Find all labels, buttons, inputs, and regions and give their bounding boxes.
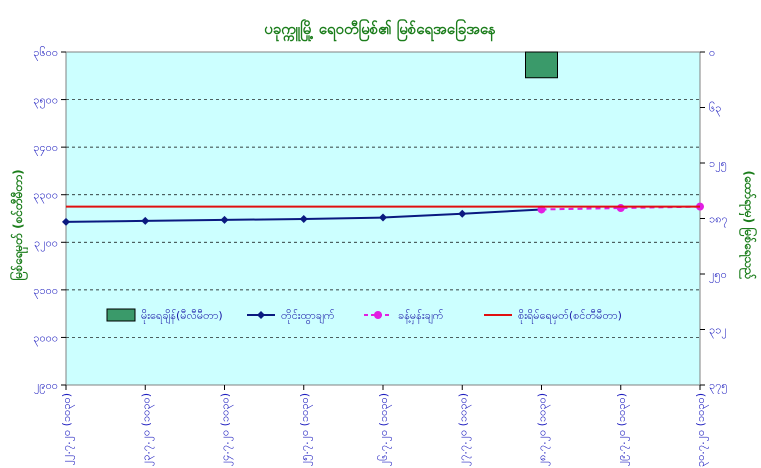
y-right-tick-label: ၀ (709, 46, 715, 59)
chart-title: ပခုက္ကူမြို့ ရေ၀တီမြစ်၏ မြစ်ရေအခြေအနေ (264, 18, 496, 42)
observed-point (299, 214, 308, 223)
x-axis-ticks: ၂၂.၇.၂၀ (၁၀၃၀) ၂၃.၇.၂၀ (၁၀၃၀) ၂၄.၇.၂၀ (၁၀၃… (60, 385, 709, 467)
x-tick-label: ၂၆.၇.၂၀ (၁၀၃၀) (377, 393, 392, 466)
y-right-tick-label: ၃၇၅ (709, 379, 728, 394)
x-tick-label: ၂၅.၇.၂၀ (၁၀၃၀) (298, 393, 313, 466)
y-tick-label: ၂၉၀၀ (34, 379, 58, 394)
legend: မိုးရေချိန်(မီလီမီတာ) တိုင်းထွာချက် ခန့်မှ… (106, 308, 622, 324)
x-tick-label: ၂၂.၇.၂၀ (၁၀၃၀) (60, 393, 75, 465)
y-tick-label: ၃၅၀၀ (33, 94, 58, 109)
y-axis-left-label: မြစ်ရေမှတ် (စင်တီမီတာ) (8, 169, 29, 280)
x-tick-label: ၂၃.၇.၂၀ (၁၀၃၀) (139, 393, 154, 466)
observed-point (220, 215, 229, 224)
legend-item: မိုးရေချိန်(မီလီမီတာ) (106, 308, 223, 324)
legend-label: စိုးရိမ်ရေမှတ်(စင်တီမီတာ) (518, 309, 622, 324)
rainfall-bar (525, 51, 558, 79)
legend-label: တိုင်းထွာချက် (281, 309, 335, 324)
y-tick-label: ၃၆၀၀ (33, 46, 58, 61)
x-tick-label: ၂၄.၇.၂၀ (၁၀၃၀) (219, 393, 234, 466)
y-right-tick-label: ၁၂၅ (709, 157, 727, 172)
x-tick-label: ၂၇.၇.၂၀ (၁၀၃၀) (456, 393, 471, 466)
y-right-tick-label: ၁၈၇ (709, 213, 728, 228)
y-right-tick-label: ၃၁၂ (709, 324, 727, 339)
observed-point (379, 213, 387, 222)
y-tick-label: ၃၃၀၀ (33, 189, 58, 204)
y-tick-label: ၃၄၀၀ (33, 141, 58, 156)
grid-lines (66, 99, 700, 338)
legend-item: ခန့်မှန်းချက် (364, 309, 444, 324)
x-tick-label: ၂၉.၇.၂၀ (၁၀၃၀) (615, 393, 630, 466)
x-tick-label: ၃၀.၇.၂၀ (၁၀၃၀) (694, 393, 709, 467)
y-right-tick-label: ၆၃ (709, 102, 721, 117)
legend-label: ခန့်မှန်းချက် (398, 309, 444, 324)
observed-point (458, 209, 467, 218)
y-tick-label: ၃၁၀၀ (33, 284, 58, 299)
observed-point (141, 216, 150, 225)
series (62, 51, 704, 226)
legend-item: စိုးရိမ်ရေမှတ်(စင်တီမီတာ) (484, 309, 622, 324)
x-tick-label: ၂၈.၇.၂၀ (၁၀၃၀) (536, 393, 551, 466)
y-tick-label: ၃၂၀၀ (34, 236, 58, 251)
legend-item: တိုင်းထွာချက် (247, 309, 335, 324)
observed-point (62, 217, 70, 226)
y-tick-label: ၃၀၀၀ (33, 331, 58, 346)
legend-marker (257, 311, 265, 319)
y-right-tick-label: ၂၅၀ (709, 268, 727, 283)
legend-label: မိုးရေချိန်(မီလီမီတာ) (141, 309, 223, 324)
forecast-point (616, 204, 625, 213)
y-axis-right-label: (ထော်ရာမှ) မြစ်ရေသည် (738, 170, 759, 280)
legend-swatch (106, 308, 136, 322)
legend-marker (374, 311, 382, 319)
